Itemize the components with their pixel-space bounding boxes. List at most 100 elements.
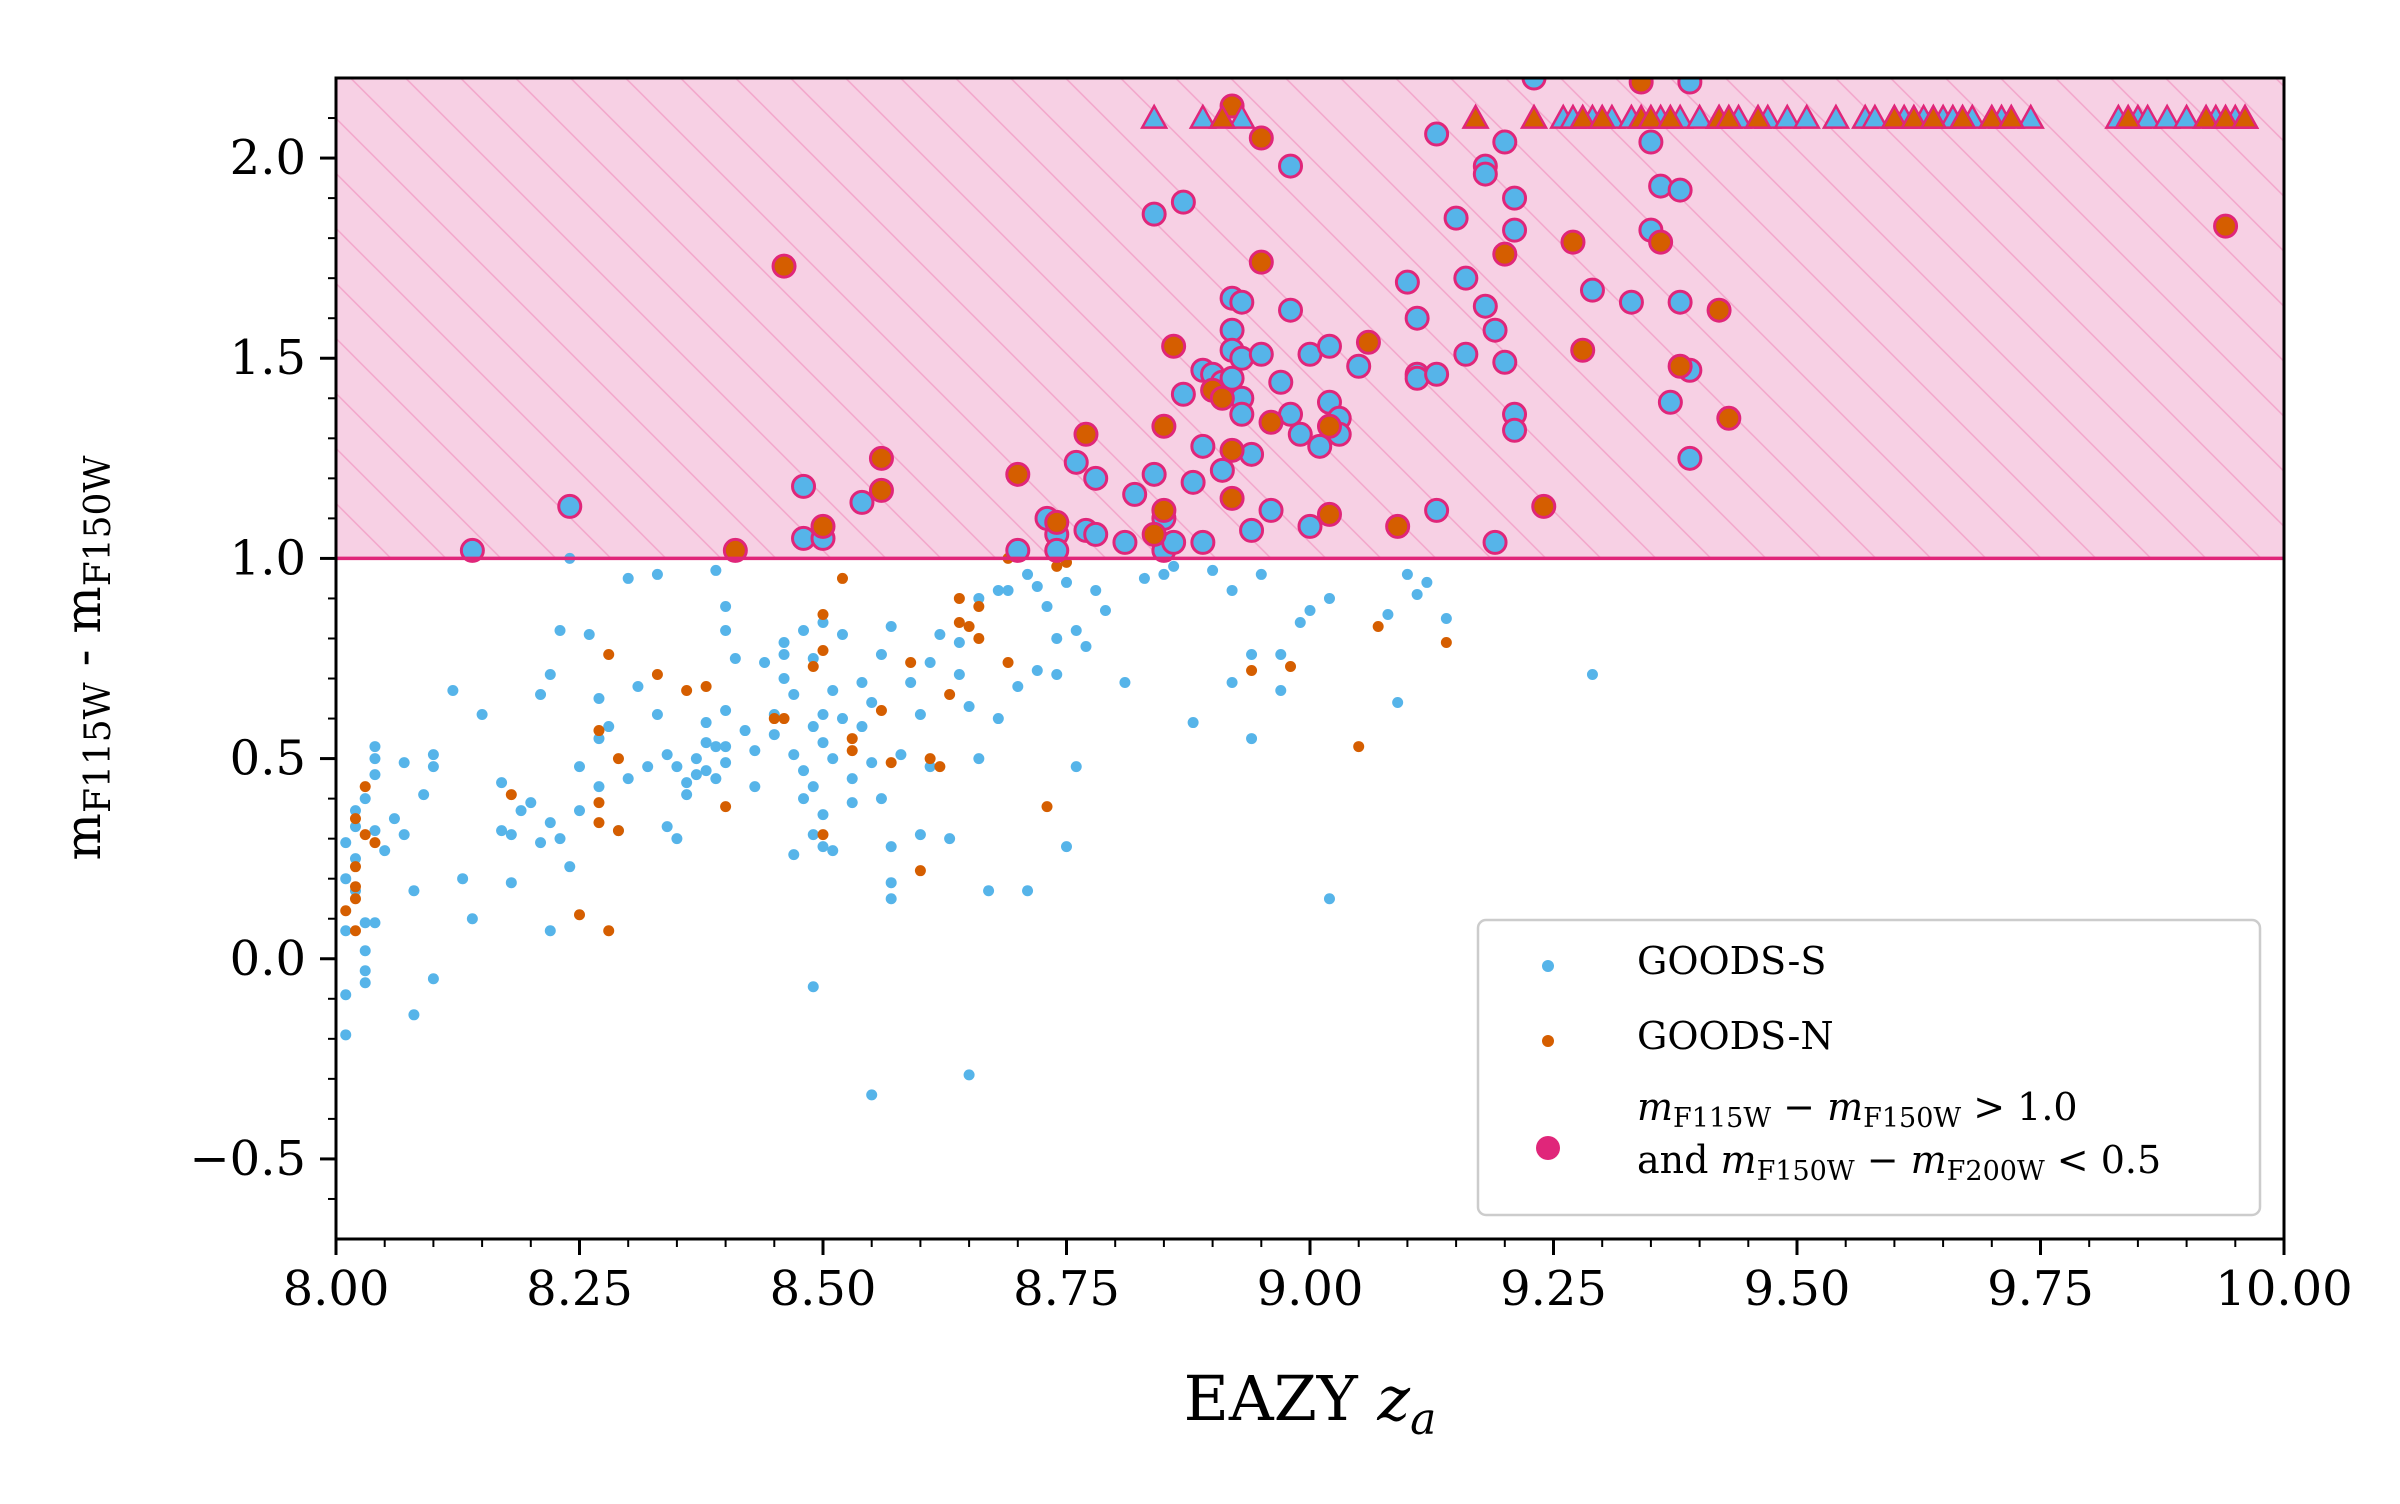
- goods-s-selected-point: [1667, 289, 1693, 315]
- goods-n-point: [681, 685, 693, 697]
- goods-s-point: [934, 628, 946, 640]
- legend: GOODS-S GOODS-N mF115W − mF150W > 1.0 an…: [1476, 918, 2262, 1217]
- goods-n-point: [720, 801, 732, 813]
- goods-n-point: [973, 632, 985, 644]
- goods-s-selected-point: [1268, 369, 1294, 395]
- goods-s-point: [817, 737, 829, 749]
- goods-s-point: [983, 885, 995, 897]
- x-tick-label: 8.00: [283, 1261, 390, 1317]
- goods-s-point: [992, 713, 1004, 725]
- goods-s-point: [768, 729, 780, 741]
- goods-s-point: [798, 793, 810, 805]
- goods-s-point: [836, 628, 848, 640]
- goods-s-point: [749, 745, 761, 757]
- goods-s-point: [349, 805, 361, 817]
- goods-s-point: [1070, 624, 1082, 636]
- goods-s-point: [379, 845, 391, 857]
- goods-n-point: [651, 669, 663, 681]
- x-tick-label: 9.00: [1257, 1261, 1364, 1317]
- goods-s-selected-point: [1677, 445, 1703, 471]
- goods-n-selected-point: [868, 477, 894, 503]
- goods-s-selected-point: [1638, 129, 1664, 155]
- goods-s-point: [1411, 588, 1423, 600]
- hatch-line: [336, 282, 612, 559]
- goods-s-upper-limit: [2152, 103, 2182, 129]
- goods-s-point: [418, 789, 430, 801]
- goods-n-selected-point: [1716, 405, 1742, 431]
- goods-n-selected-point: [1667, 353, 1693, 379]
- goods-n-point: [963, 620, 975, 632]
- goods-s-point: [759, 657, 771, 669]
- goods-s-point: [1080, 640, 1092, 652]
- hatch-line: [1725, 78, 2207, 559]
- goods-n-selected-point: [1648, 229, 1674, 255]
- goods-s-selected-point: [1492, 349, 1518, 375]
- goods-s-selected-point: [1044, 537, 1070, 563]
- goods-n-selected-point: [1531, 493, 1557, 519]
- goods-s-upper-limit: [1821, 103, 1851, 129]
- goods-s-point: [1392, 697, 1404, 709]
- goods-s-point: [340, 989, 352, 1001]
- goods-s-selected-point: [1677, 78, 1703, 95]
- goods-s-point: [1051, 632, 1063, 644]
- goods-n-point: [973, 600, 985, 612]
- goods-s-selected-point: [1190, 529, 1216, 555]
- goods-s-point: [807, 981, 819, 993]
- goods-s-point: [642, 761, 654, 773]
- hatch-line: [1010, 78, 1492, 559]
- hatch-line: [1450, 78, 1932, 559]
- goods-s-point: [359, 977, 371, 989]
- goods-s-point: [944, 833, 956, 845]
- goods-s-point: [603, 721, 615, 733]
- goods-s-selected-point: [1297, 513, 1323, 539]
- goods-n-point: [1246, 665, 1258, 677]
- goods-s-selected-point: [1278, 297, 1304, 323]
- goods-n-selected-point: [1151, 497, 1177, 523]
- goods-n-point: [1353, 741, 1365, 753]
- hatch-line: [680, 78, 1162, 559]
- goods-s-point: [1061, 576, 1072, 588]
- goods-s-upper-limit: [1792, 103, 1821, 129]
- goods-s-point: [369, 769, 381, 781]
- goods-n-point: [612, 825, 624, 837]
- goods-s-point: [866, 1089, 878, 1101]
- goods-s-point: [1294, 616, 1306, 628]
- goods-n-selected-point: [1560, 229, 1586, 255]
- goods-s-point: [836, 713, 848, 725]
- axes: 8.00 8.25 8.50 8.75 9.00 9.25 9.50 9.75 10.00 −0.…: [189, 117, 2353, 1317]
- goods-s-upper-limit: [2172, 103, 2201, 129]
- goods-s-upper-limit: [1188, 103, 1217, 129]
- goods-n-point: [1041, 801, 1053, 813]
- goods-s-point: [1275, 648, 1287, 660]
- goods-n-selected-point: [771, 253, 797, 279]
- goods-n-selected-point: [1316, 413, 1342, 439]
- goods-s-selected-point: [1287, 421, 1313, 447]
- goods-s-point: [778, 648, 790, 660]
- goods-s-point: [963, 1069, 975, 1081]
- hatch-line: [2275, 78, 2284, 88]
- hatch-line: [336, 447, 447, 559]
- hatch-line: [1230, 78, 1712, 559]
- goods-s-point: [720, 624, 732, 636]
- goods-n-upper-limit: [2191, 103, 2221, 129]
- goods-s-point: [359, 965, 371, 977]
- goods-s-point: [885, 620, 897, 632]
- goods-s-point: [788, 749, 800, 761]
- goods-n-selected-point: [1355, 329, 1381, 355]
- goods-s-selected-point: [1443, 205, 1469, 231]
- goods-n-point: [1372, 620, 1384, 632]
- x-tick-label: 8.75: [1013, 1261, 1120, 1317]
- y-tick-label: 0.0: [230, 931, 306, 987]
- goods-n-point: [349, 893, 361, 905]
- goods-s-point: [992, 584, 1004, 596]
- goods-s-selected-point: [1278, 153, 1304, 179]
- goods-s-upper-limit: [1685, 103, 1714, 129]
- hatch-line: [1670, 78, 2152, 559]
- goods-n-point: [846, 745, 858, 757]
- goods-s-point: [515, 805, 527, 817]
- goods-s-selected-point: [1424, 121, 1450, 147]
- goods-n-selected-point: [1219, 437, 1245, 463]
- goods-s-selected-point: [1170, 381, 1196, 407]
- hatch-line: [1780, 78, 2262, 559]
- goods-n-point: [603, 925, 615, 937]
